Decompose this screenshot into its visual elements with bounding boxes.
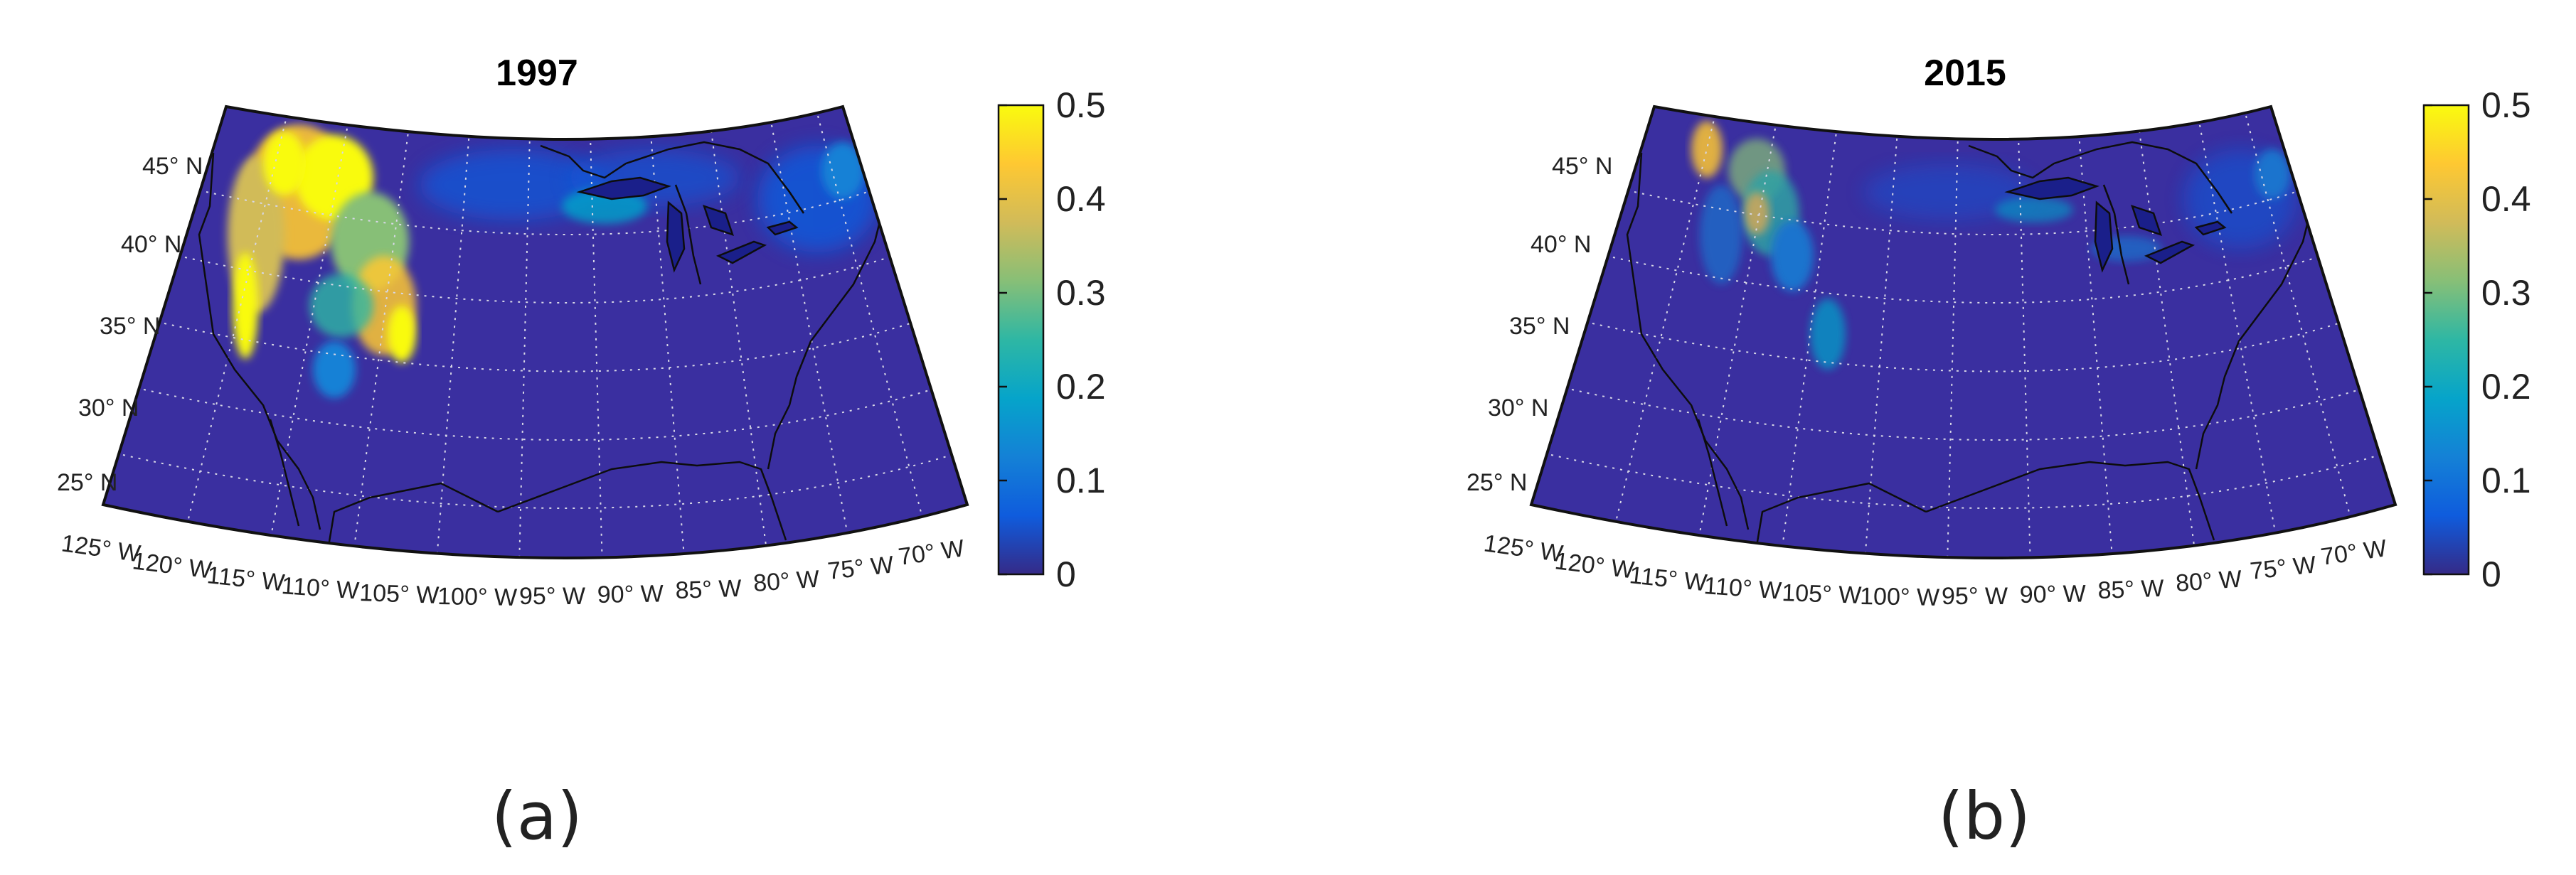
lat-label: 45° N <box>1552 153 1612 180</box>
graticule <box>103 107 952 558</box>
lon-label: 110° W <box>280 572 360 605</box>
lake-ontario <box>2194 220 2227 236</box>
heat-patch <box>821 142 864 199</box>
lake-huron <box>2131 205 2162 236</box>
colorbar: 0 0.1 0.2 0.3 0.4 0.5 <box>2422 85 2531 594</box>
colorbar-tick-label: 0.1 <box>1056 461 1106 500</box>
lake-superior <box>2004 176 2099 200</box>
panel-title: 1997 <box>496 53 578 94</box>
lon-label: 85° W <box>2097 575 2164 604</box>
lon-label: 95° W <box>519 583 585 610</box>
panel-title: 2015 <box>1924 53 2006 94</box>
graticule <box>1531 107 2380 558</box>
lake-erie <box>2144 240 2196 264</box>
heat-patch <box>1995 197 2073 222</box>
colorbar-tick-label: 0.1 <box>2481 461 2531 500</box>
map-area <box>1531 107 2395 558</box>
colorbar-ticks <box>2424 104 2432 576</box>
lon-label: 115° W <box>1628 562 1708 596</box>
lat-label: 40° N <box>121 231 181 258</box>
heat-patch <box>1863 163 2034 220</box>
great-lakes <box>2004 176 2227 273</box>
heat-patch <box>263 131 306 195</box>
heat-patch <box>233 252 258 359</box>
colorbar-tick-label: 0.2 <box>1056 367 1106 407</box>
lat-label: 35° N <box>1509 313 1570 340</box>
lon-label: 70° W <box>2319 535 2388 571</box>
lon-label: 120° W <box>1553 547 1636 584</box>
heat-patch <box>309 274 373 338</box>
heat-patch <box>1700 185 1742 284</box>
lon-label: 110° W <box>1703 572 1782 605</box>
heat-patch <box>1771 220 1814 291</box>
colorbar-tick-label: 0 <box>2481 554 2501 594</box>
lat-label: 25° N <box>1467 469 1527 496</box>
lake-ontario <box>766 220 799 236</box>
heat-patch <box>313 341 356 398</box>
lon-label: 90° W <box>2019 580 2086 608</box>
panel-caption: (a) <box>491 778 582 854</box>
heat-patch <box>1744 192 1769 235</box>
map-panel-2015: 2015 <box>1467 53 2531 854</box>
lat-label: 35° N <box>100 313 160 340</box>
heat-patch <box>420 149 605 220</box>
lon-label: 125° W <box>60 530 142 567</box>
lon-label: 80° W <box>752 566 820 597</box>
lon-label: 105° W <box>1782 579 1862 609</box>
lon-label: 85° W <box>675 575 742 604</box>
lon-label: 100° W <box>437 583 518 611</box>
latitude-labels: 25° N 30° N 35° N 40° N 45° N <box>57 153 203 496</box>
map-panel-1997: 1997 <box>57 53 1106 854</box>
lake-erie <box>715 240 767 264</box>
latitude-labels: 25° N 30° N 35° N 40° N 45° N <box>1467 153 1612 496</box>
heat-patch <box>1691 121 1723 178</box>
lat-label: 25° N <box>57 469 117 496</box>
lon-label: 75° W <box>826 551 895 585</box>
lon-label: 100° W <box>1860 583 1940 611</box>
colorbar-tick-label: 0.3 <box>2481 273 2531 313</box>
colorbar-tick-label: 0.4 <box>1056 179 1106 219</box>
colorbar-tick-label: 0.2 <box>2481 367 2531 407</box>
lat-label: 40° N <box>1531 231 1591 258</box>
heat-patch <box>2255 149 2290 199</box>
colorbar-ticks <box>999 104 1007 576</box>
lon-label: 70° W <box>897 535 966 571</box>
longitude-labels: 125° W 120° W 115° W 110° W 105° W 100° … <box>1482 530 2388 611</box>
colorbar-tick-label: 0.5 <box>1056 85 1106 125</box>
lat-label: 45° N <box>142 153 203 180</box>
lon-label: 80° W <box>2175 566 2242 597</box>
lake-michigan <box>2094 200 2114 273</box>
map-frame <box>1529 104 2397 559</box>
colorbar-tick-label: 0.3 <box>1056 273 1106 313</box>
great-lakes <box>576 176 799 273</box>
colorbar-tick-label: 0 <box>1056 554 1076 594</box>
lon-label: 105° W <box>359 579 440 609</box>
lon-label: 95° W <box>1942 583 2008 610</box>
lon-label: 90° W <box>597 580 664 608</box>
colorbar-gradient <box>2422 104 2470 576</box>
heat-layer <box>1691 121 2297 370</box>
colorbar: 0 0.1 0.2 0.3 0.4 0.5 <box>997 85 1106 594</box>
heat-patch <box>1810 299 1846 370</box>
colorbar-gradient <box>997 104 1045 576</box>
lake-huron <box>703 205 734 236</box>
map-area <box>103 107 967 558</box>
lat-label: 30° N <box>78 394 139 422</box>
lake-superior <box>576 176 671 200</box>
panel-caption: (b) <box>1938 778 2031 854</box>
map-frame <box>101 104 969 559</box>
lon-label: 75° W <box>2249 551 2317 585</box>
lon-label: 115° W <box>206 562 286 596</box>
heat-patch <box>388 306 416 363</box>
colorbar-tick-label: 0.4 <box>2481 179 2531 219</box>
lat-label: 30° N <box>1488 394 1548 422</box>
lon-label: 125° W <box>1482 530 1565 567</box>
colorbar-tick-label: 0.5 <box>2481 85 2531 125</box>
lon-label: 120° W <box>131 547 213 584</box>
lake-michigan <box>666 200 686 273</box>
